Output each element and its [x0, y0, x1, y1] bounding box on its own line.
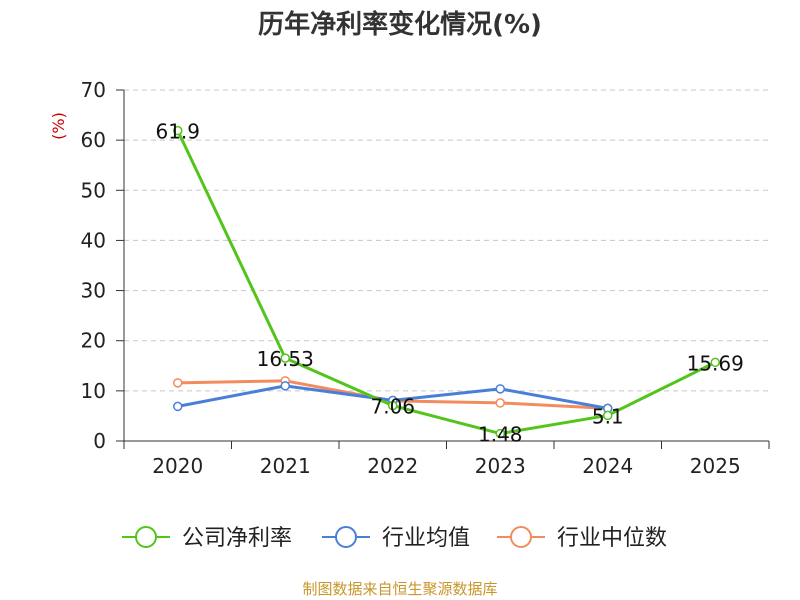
legend-label: 行业中位数 [557, 526, 667, 551]
y-tick-label: 30 [81, 279, 106, 303]
y-tick-label: 20 [81, 329, 106, 353]
y-tick-label: 50 [81, 178, 106, 202]
legend-item[interactable]: 行业中位数 [497, 526, 667, 551]
data-label: 61.9 [155, 120, 200, 144]
legend-swatch-marker [335, 526, 357, 548]
x-tick-label: 2025 [690, 454, 741, 478]
data-label: 16.53 [257, 347, 314, 371]
legend-label: 公司净利率 [182, 526, 292, 551]
data-point [710, 357, 720, 368]
y-tick-label: 0 [93, 429, 106, 453]
y-tick-label: 70 [81, 78, 106, 102]
data-label: 1.48 [478, 423, 523, 447]
data-point [495, 384, 505, 394]
axes [116, 89, 770, 449]
data-point [495, 428, 505, 439]
data-point [173, 401, 183, 412]
data-point [495, 398, 505, 408]
legend-item[interactable]: 行业均值 [322, 526, 470, 551]
legend-item[interactable]: 公司净利率 [122, 526, 292, 551]
data-point [280, 381, 290, 391]
series-line [176, 129, 716, 436]
data-point [388, 400, 398, 411]
series-group [173, 125, 720, 439]
data-label: 7.06 [370, 395, 415, 419]
x-tick-label: 2022 [367, 454, 418, 478]
legend-label: 行业均值 [382, 526, 470, 551]
data-point [280, 353, 290, 363]
data-point [173, 125, 183, 136]
x-tick-label: 2024 [582, 454, 633, 478]
legend-swatch-marker [135, 526, 157, 548]
legend: 公司净利率 行业均值 行业中位数 [122, 526, 667, 551]
source-note: 制图数据来自恒生聚源数据库 [302, 580, 498, 598]
y-tick-labels: 0 10 20 30 40 50 60 70 [81, 78, 106, 453]
chart-title: 历年净利率变化情况(%) [258, 9, 542, 40]
y-tick-label: 10 [81, 379, 106, 403]
y-tick-label: 60 [81, 128, 106, 152]
y-tick-label: 40 [81, 228, 106, 252]
data-label: 5.1 [592, 404, 624, 428]
x-tick-labels: 2020 2021 2022 2023 2024 2025 [152, 454, 740, 478]
x-tick-label: 2020 [152, 454, 203, 478]
y-axis-label: (%) [49, 112, 68, 140]
data-labels: 61.9 16.53 7.06 1.48 5.1 15.69 [155, 120, 743, 447]
data-label: 15.69 [687, 351, 744, 375]
data-point [603, 410, 613, 421]
legend-swatch-marker [510, 526, 532, 548]
gridlines [124, 89, 769, 392]
x-tick-label: 2023 [475, 454, 526, 478]
data-point [173, 378, 183, 388]
x-tick-label: 2021 [260, 454, 311, 478]
series-0 [173, 125, 720, 439]
